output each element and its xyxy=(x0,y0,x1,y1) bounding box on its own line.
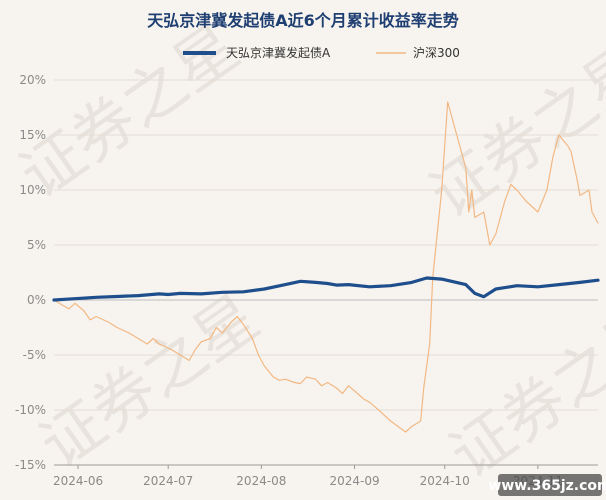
x-tick-label: 2024-09 xyxy=(329,474,379,488)
y-tick-label: -5% xyxy=(23,348,46,362)
y-tick-label: 10% xyxy=(19,183,46,197)
series-line-fund xyxy=(52,276,600,302)
x-tick-label: 2024-06 xyxy=(53,474,103,488)
y-tick-label: 15% xyxy=(19,128,46,142)
site-badge-bg xyxy=(498,474,602,496)
watermark-right-2: 证券之星 xyxy=(437,290,606,492)
legend-label-index: 沪深300 xyxy=(413,46,460,60)
series xyxy=(52,101,600,433)
x-tick-label: 2024-10 xyxy=(420,474,470,488)
site-badge: www.365jz.com xyxy=(488,474,606,496)
chart-title: 天弘京津冀发起债A近6个月累计收益率走势 xyxy=(147,11,459,30)
series-line-index xyxy=(53,101,599,433)
watermark-left-2: 证券之星 xyxy=(27,280,272,482)
x-tick-label: 2024-08 xyxy=(236,474,286,488)
y-tick-label: 5% xyxy=(27,238,46,252)
watermark: 证券之星 证券之星 证券之星 证券之星 xyxy=(7,10,606,492)
y-tick-label: 0% xyxy=(27,293,46,307)
y-axis-ticks: 20% 15% 10% 5% 0% -5% -10% -15% xyxy=(15,73,46,472)
x-tick-label: 2024-07 xyxy=(143,474,193,488)
y-tick-label: -10% xyxy=(15,403,46,417)
y-tick-label: 20% xyxy=(19,73,46,87)
legend: 天弘京津冀发起债A 沪深300 xyxy=(183,45,460,60)
legend-label-fund: 天弘京津冀发起债A xyxy=(226,45,331,60)
site-label: www.365jz.com xyxy=(488,478,606,494)
grid xyxy=(54,79,598,466)
watermark-left: 证券之星 xyxy=(7,10,252,212)
y-tick-label: -15% xyxy=(15,458,46,472)
